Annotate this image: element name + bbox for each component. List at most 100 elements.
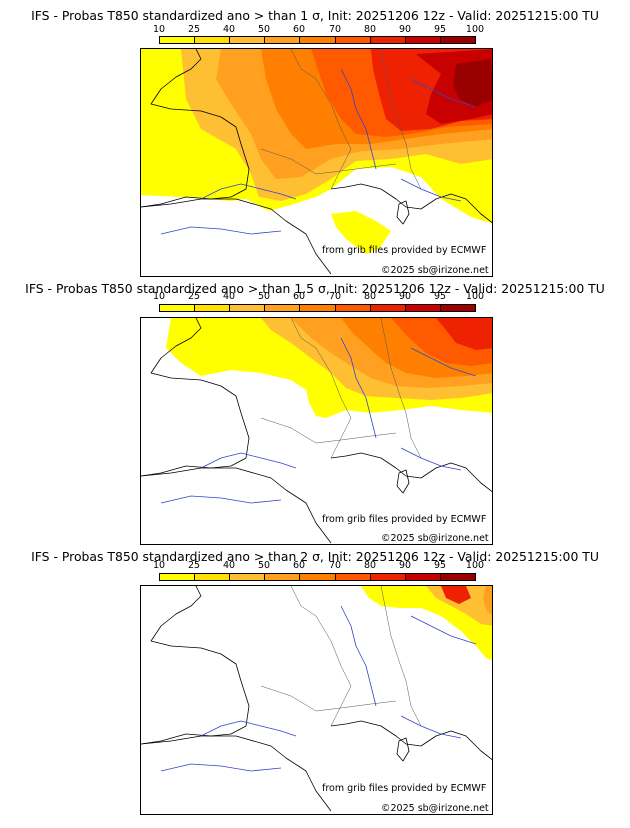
river — [200, 183, 297, 200]
river — [160, 226, 282, 235]
scale-label: 25 — [187, 560, 201, 571]
probability-map — [140, 317, 493, 545]
river — [410, 347, 477, 377]
scale-swatch — [230, 305, 266, 311]
panel-2: IFS - Probas T850 standardized ano > tha… — [0, 277, 630, 545]
scale-swatch — [405, 305, 441, 311]
scale-label: 95 — [433, 291, 447, 302]
river — [410, 615, 477, 645]
prob-field-red — [441, 586, 471, 604]
scale-label: 60 — [292, 24, 306, 35]
color-scale-labels: 10 25 40 50 60 70 80 90 95 100 — [142, 561, 492, 571]
scale-label: 80 — [363, 291, 377, 302]
credit-grib: from grib files provided by ECMWF — [322, 783, 487, 794]
color-scale-labels: 10 25 40 50 60 70 80 90 95 100 — [142, 292, 492, 302]
coastline-med — [330, 183, 422, 210]
scale-label: 25 — [187, 291, 201, 302]
border-line — [290, 318, 352, 459]
scale-swatch — [440, 37, 475, 43]
scale-swatch — [370, 37, 406, 43]
scale-swatch — [160, 305, 196, 311]
scale-swatch — [230, 574, 266, 580]
scale-label: 70 — [328, 291, 342, 302]
prob-field-darkest-red — [453, 59, 492, 107]
coastline-italy — [420, 730, 492, 760]
scale-label: 40 — [222, 24, 236, 35]
map-linework — [141, 586, 492, 812]
credit-grib: from grib files provided by ECMWF — [322, 245, 487, 256]
scale-label: 60 — [292, 291, 306, 302]
color-scale-bar — [159, 573, 476, 581]
scale-label: 10 — [152, 560, 166, 571]
prob-field-yellow-med — [331, 211, 391, 254]
scale-label: 25 — [187, 24, 201, 35]
scale-label: 80 — [363, 560, 377, 571]
color-scale-bar — [159, 304, 476, 312]
map-canvas — [141, 49, 492, 275]
panel-1: IFS - Probas T850 standardized ano > tha… — [0, 0, 630, 277]
scale-swatch — [335, 37, 371, 43]
coastline-med — [330, 720, 422, 747]
credit-copyright: ©2025 sb@irizone.net — [381, 533, 489, 544]
border-line — [380, 586, 422, 727]
river — [200, 720, 297, 737]
coastline-spain — [141, 467, 332, 544]
map-canvas — [141, 318, 492, 544]
corsica-coast — [396, 469, 410, 494]
scale-label: 90 — [398, 560, 412, 571]
credit-copyright: ©2025 sb@irizone.net — [381, 803, 489, 814]
scale-swatch — [370, 305, 406, 311]
corsica-coast — [396, 200, 410, 225]
map-linework — [141, 318, 492, 544]
scale-swatch — [195, 305, 231, 311]
border-line — [380, 318, 422, 459]
scale-swatch — [405, 574, 441, 580]
scale-label: 50 — [257, 560, 271, 571]
river — [340, 337, 377, 439]
scale-label: 90 — [398, 24, 412, 35]
scale-label: 95 — [433, 24, 447, 35]
scale-swatch — [230, 37, 266, 43]
panel-3: IFS - Probas T850 standardized ano > tha… — [0, 545, 630, 816]
corsica-coast — [396, 737, 410, 762]
river — [340, 605, 377, 707]
panel-title: IFS - Probas T850 standardized ano > tha… — [31, 8, 599, 23]
border-line — [290, 586, 352, 727]
scale-swatch — [160, 574, 196, 580]
prob-field-orange — [483, 586, 492, 615]
border-line — [290, 49, 352, 190]
scale-label: 10 — [152, 24, 166, 35]
river — [400, 715, 462, 739]
prob-field-yellow-tongue — [306, 386, 331, 418]
scale-label: 50 — [257, 24, 271, 35]
river — [160, 495, 282, 504]
scale-label: 90 — [398, 291, 412, 302]
probability-map — [140, 48, 493, 277]
coastline-italy — [420, 462, 492, 492]
panel-title: IFS - Probas T850 standardized ano > tha… — [31, 549, 599, 564]
coastline-spain — [141, 198, 332, 275]
map-canvas — [141, 586, 492, 812]
color-scale-labels: 10 25 40 50 60 70 80 90 95 100 — [142, 25, 492, 35]
scale-label: 60 — [292, 560, 306, 571]
scale-swatch — [335, 305, 371, 311]
scale-label: 100 — [465, 24, 485, 35]
scale-swatch — [265, 305, 301, 311]
scale-swatch — [370, 574, 406, 580]
scale-label: 95 — [433, 560, 447, 571]
scale-swatch — [440, 305, 475, 311]
border-line — [260, 685, 397, 712]
scale-label: 100 — [465, 560, 485, 571]
prob-field-orange-light — [426, 586, 492, 626]
scale-swatch — [195, 574, 231, 580]
prob-field-red — [436, 318, 492, 350]
river — [400, 178, 462, 202]
scale-swatch — [335, 574, 371, 580]
credit-copyright: ©2025 sb@irizone.net — [381, 265, 489, 276]
scale-swatch — [265, 574, 301, 580]
coastline — [141, 586, 250, 745]
coastline-med — [330, 452, 422, 479]
river — [200, 452, 297, 469]
scale-swatch — [160, 37, 196, 43]
panel-title: IFS - Probas T850 standardized ano > tha… — [25, 281, 605, 296]
